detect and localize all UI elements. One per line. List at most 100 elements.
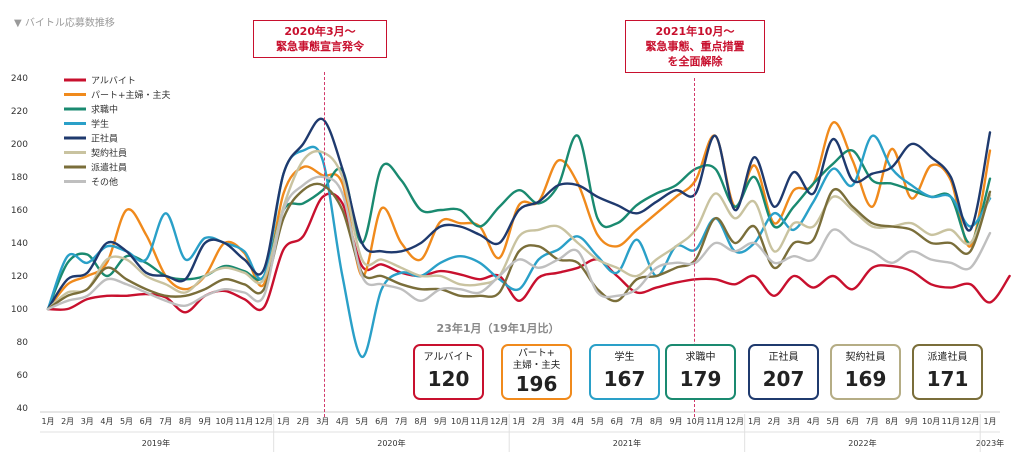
legend-label: パート+主婦・主夫 bbox=[91, 89, 171, 101]
x-tick-label: 9月 bbox=[434, 417, 447, 426]
x-tick-label: 7月 bbox=[395, 417, 408, 426]
x-tick-label: 10月 bbox=[922, 417, 940, 426]
series-line-8 bbox=[46, 175, 992, 311]
card-value: 171 bbox=[926, 367, 969, 391]
y-tick-label: 200 bbox=[11, 140, 28, 150]
page-title: ▼ バイトル応募数推移 bbox=[14, 18, 115, 29]
x-tick-label: 8月 bbox=[179, 417, 192, 426]
annotation-line-oct-2021 bbox=[694, 78, 695, 417]
card-label: 派遣社員 bbox=[927, 352, 968, 363]
x-tick-label: 1月 bbox=[983, 417, 996, 426]
x-tick-label: 8月 bbox=[650, 417, 663, 426]
x-tick-label: 1月 bbox=[748, 417, 761, 426]
card-label: アルバイト bbox=[423, 352, 474, 363]
summary-card-jobseeker: 求職中 179 bbox=[665, 344, 736, 400]
card-label: パート+ 主婦・主夫 bbox=[503, 348, 570, 372]
x-tick-label: 4月 bbox=[100, 417, 113, 426]
x-tick-label: 9月 bbox=[198, 417, 211, 426]
legend-label: 正社員 bbox=[91, 133, 118, 145]
card-label: 求職中 bbox=[685, 352, 716, 363]
x-tick-label: 11月 bbox=[471, 417, 489, 426]
legend-label: その他 bbox=[91, 176, 118, 188]
annotation-march-2020: 2020年3月～ 緊急事態宣言発令 bbox=[253, 20, 387, 58]
annotation-text: を全面解除 bbox=[667, 55, 723, 68]
x-tick-label: 3月 bbox=[81, 417, 94, 426]
legend-label: 契約社員 bbox=[91, 147, 127, 159]
x-tick-label: 8月 bbox=[885, 417, 898, 426]
legend-label: 派遣社員 bbox=[91, 162, 127, 174]
x-tick-label: 1月 bbox=[41, 417, 54, 426]
card-value: 120 bbox=[427, 367, 470, 391]
x-tick-label: 6月 bbox=[611, 417, 624, 426]
x-tick-label: 10月 bbox=[216, 417, 234, 426]
x-tick-label: 11月 bbox=[942, 417, 960, 426]
x-tick-label: 2月 bbox=[61, 417, 74, 426]
x-tick-label: 7月 bbox=[866, 417, 879, 426]
annotation-line-march-2020 bbox=[324, 72, 325, 417]
series-line-6 bbox=[46, 149, 992, 311]
x-tick-label: 1月 bbox=[512, 417, 525, 426]
x-tick-label: 2月 bbox=[768, 417, 781, 426]
card-label: 学生 bbox=[614, 352, 635, 363]
y-tick-label: 160 bbox=[11, 206, 28, 216]
summary-card-part: パート+ 主婦・主夫 196 bbox=[501, 344, 572, 400]
annotation-text: 2021年10月～ bbox=[655, 25, 735, 38]
x-tick-label: 10月 bbox=[687, 417, 705, 426]
card-value: 196 bbox=[515, 372, 558, 396]
x-tick-label: 3月 bbox=[316, 417, 329, 426]
summary-card-student: 学生 167 bbox=[589, 344, 660, 400]
y-tick-label: 180 bbox=[11, 173, 28, 183]
x-tick-label: 12月 bbox=[490, 417, 508, 426]
summary-card-dispatch: 派遣社員 171 bbox=[912, 344, 983, 400]
y-tick-label: 80 bbox=[17, 338, 29, 348]
legend-label: アルバイト bbox=[91, 76, 136, 87]
x-tick-label: 6月 bbox=[140, 417, 153, 426]
x-tick-label: 8月 bbox=[414, 417, 427, 426]
card-value: 167 bbox=[603, 367, 646, 391]
x-year-label: 2020年 bbox=[377, 438, 405, 448]
x-tick-label: 12月 bbox=[726, 417, 744, 426]
x-tick-label: 6月 bbox=[846, 417, 859, 426]
card-value: 179 bbox=[679, 367, 722, 391]
x-tick-label: 12月 bbox=[961, 417, 979, 426]
card-value: 169 bbox=[844, 367, 887, 391]
x-tick-label: 7月 bbox=[159, 417, 172, 426]
x-tick-label: 11月 bbox=[235, 417, 253, 426]
series-line-4 bbox=[46, 134, 992, 359]
series-line-5 bbox=[46, 117, 992, 311]
x-tick-label: 11月 bbox=[706, 417, 724, 426]
series-line-7 bbox=[46, 182, 992, 311]
x-tick-label: 3月 bbox=[787, 417, 800, 426]
summary-card-contract: 契約社員 169 bbox=[830, 344, 901, 400]
x-tick-label: 9月 bbox=[669, 417, 682, 426]
x-tick-label: 6月 bbox=[375, 417, 388, 426]
series-line-2 bbox=[46, 121, 992, 311]
x-year-label: 2019年 bbox=[142, 438, 170, 448]
x-tick-label: 4月 bbox=[807, 417, 820, 426]
annotation-text: 2020年3月～ bbox=[284, 25, 356, 38]
card-label-line: 主婦・主夫 bbox=[512, 360, 561, 371]
legend-label: 求職中 bbox=[91, 104, 118, 116]
annotation-text: 緊急事態、重点措置 bbox=[645, 40, 745, 53]
y-tick-label: 240 bbox=[11, 74, 28, 84]
x-year-label: 2022年 bbox=[848, 438, 876, 448]
x-tick-label: 3月 bbox=[552, 417, 565, 426]
y-tick-label: 100 bbox=[11, 305, 28, 315]
x-tick-label: 2月 bbox=[297, 417, 310, 426]
legend-label: 学生 bbox=[91, 118, 109, 130]
x-tick-label: 2月 bbox=[532, 417, 545, 426]
summary-title: 23年1月（19年1月比） bbox=[436, 322, 560, 335]
x-tick-label: 5月 bbox=[826, 417, 839, 426]
card-label: 正社員 bbox=[768, 352, 799, 363]
y-tick-label: 140 bbox=[11, 239, 28, 249]
card-value: 207 bbox=[762, 367, 805, 391]
x-tick-label: 10月 bbox=[451, 417, 469, 426]
x-year-label: 2021年 bbox=[613, 438, 641, 448]
y-tick-label: 40 bbox=[17, 404, 29, 414]
x-tick-label: 5月 bbox=[355, 417, 368, 426]
x-tick-label: 12月 bbox=[255, 417, 273, 426]
x-tick-label: 4月 bbox=[571, 417, 584, 426]
x-tick-label: 5月 bbox=[591, 417, 604, 426]
x-tick-label: 9月 bbox=[905, 417, 918, 426]
